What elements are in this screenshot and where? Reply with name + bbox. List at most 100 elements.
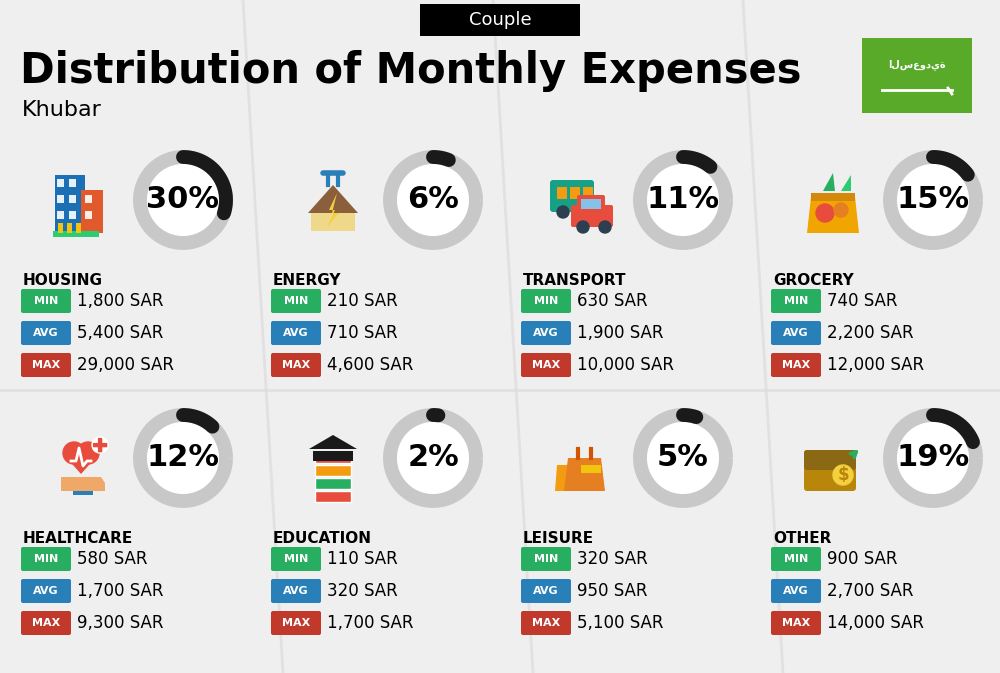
Text: 1,700 SAR: 1,700 SAR (327, 614, 414, 632)
Text: 950 SAR: 950 SAR (577, 582, 648, 600)
Text: MIN: MIN (34, 296, 58, 306)
Text: Couple: Couple (469, 11, 531, 29)
Text: MAX: MAX (532, 360, 560, 370)
FancyBboxPatch shape (771, 579, 821, 603)
Text: MAX: MAX (782, 360, 810, 370)
Text: OTHER: OTHER (773, 531, 831, 546)
Text: AVG: AVG (283, 586, 309, 596)
Text: 12%: 12% (146, 444, 220, 472)
FancyBboxPatch shape (58, 223, 63, 233)
Text: HEALTHCARE: HEALTHCARE (23, 531, 133, 546)
Text: MIN: MIN (34, 554, 58, 564)
FancyBboxPatch shape (771, 289, 821, 313)
FancyBboxPatch shape (85, 211, 92, 219)
FancyBboxPatch shape (771, 321, 821, 345)
Text: 110 SAR: 110 SAR (327, 550, 398, 568)
Text: 12,000 SAR: 12,000 SAR (827, 356, 924, 374)
FancyBboxPatch shape (521, 353, 571, 377)
FancyBboxPatch shape (804, 450, 856, 491)
Text: AVG: AVG (33, 328, 59, 338)
Circle shape (642, 159, 724, 241)
Text: AVG: AVG (533, 586, 559, 596)
FancyBboxPatch shape (55, 175, 85, 233)
Polygon shape (841, 175, 851, 191)
Text: 19%: 19% (896, 444, 970, 472)
Text: 30%: 30% (146, 186, 220, 215)
Text: EDUCATION: EDUCATION (273, 531, 372, 546)
Text: AVG: AVG (783, 328, 809, 338)
Text: MAX: MAX (32, 618, 60, 628)
Text: MIN: MIN (284, 296, 308, 306)
FancyBboxPatch shape (521, 321, 571, 345)
FancyBboxPatch shape (521, 579, 571, 603)
Text: 5,100 SAR: 5,100 SAR (577, 614, 664, 632)
FancyBboxPatch shape (570, 187, 580, 199)
Text: 4,600 SAR: 4,600 SAR (327, 356, 413, 374)
FancyBboxPatch shape (21, 321, 71, 345)
Polygon shape (823, 173, 835, 191)
Text: 1,700 SAR: 1,700 SAR (77, 582, 164, 600)
Circle shape (392, 159, 474, 241)
Text: 10,000 SAR: 10,000 SAR (577, 356, 674, 374)
Text: MIN: MIN (534, 296, 558, 306)
Text: 2%: 2% (407, 444, 459, 472)
Circle shape (142, 159, 224, 241)
FancyBboxPatch shape (76, 223, 81, 233)
Text: $: $ (837, 466, 849, 484)
FancyBboxPatch shape (57, 179, 64, 187)
FancyBboxPatch shape (57, 195, 64, 203)
Text: TRANSPORT: TRANSPORT (523, 273, 626, 288)
FancyBboxPatch shape (804, 450, 856, 470)
Text: LEISURE: LEISURE (523, 531, 594, 546)
Text: AVG: AVG (533, 328, 559, 338)
Text: 710 SAR: 710 SAR (327, 324, 398, 342)
Circle shape (77, 442, 99, 464)
FancyBboxPatch shape (271, 547, 321, 571)
Text: 6%: 6% (407, 186, 459, 215)
Text: 210 SAR: 210 SAR (327, 292, 398, 310)
FancyBboxPatch shape (771, 353, 821, 377)
Text: السعودية: السعودية (888, 60, 946, 71)
Text: 9,300 SAR: 9,300 SAR (77, 614, 164, 632)
Polygon shape (564, 458, 605, 491)
FancyBboxPatch shape (771, 547, 821, 571)
FancyBboxPatch shape (73, 483, 93, 495)
Text: AVG: AVG (283, 328, 309, 338)
FancyBboxPatch shape (521, 289, 571, 313)
FancyBboxPatch shape (771, 611, 821, 635)
FancyBboxPatch shape (581, 465, 601, 473)
FancyBboxPatch shape (21, 289, 71, 313)
Text: MAX: MAX (282, 618, 310, 628)
Text: MAX: MAX (32, 360, 60, 370)
FancyBboxPatch shape (583, 187, 593, 199)
Text: 740 SAR: 740 SAR (827, 292, 898, 310)
Text: GROCERY: GROCERY (773, 273, 854, 288)
Circle shape (557, 206, 569, 218)
FancyBboxPatch shape (271, 579, 321, 603)
Circle shape (599, 221, 611, 233)
Circle shape (816, 204, 834, 222)
FancyBboxPatch shape (577, 195, 605, 213)
FancyBboxPatch shape (53, 231, 99, 237)
FancyBboxPatch shape (581, 199, 601, 209)
Text: 580 SAR: 580 SAR (77, 550, 148, 568)
FancyBboxPatch shape (69, 211, 76, 219)
FancyBboxPatch shape (21, 579, 71, 603)
Text: Khubar: Khubar (22, 100, 102, 120)
Text: MIN: MIN (784, 296, 808, 306)
Polygon shape (555, 465, 578, 491)
FancyBboxPatch shape (21, 353, 71, 377)
Circle shape (92, 437, 108, 453)
FancyBboxPatch shape (313, 451, 353, 461)
Text: 2,200 SAR: 2,200 SAR (827, 324, 914, 342)
Text: MIN: MIN (284, 554, 308, 564)
FancyBboxPatch shape (521, 611, 571, 635)
Text: AVG: AVG (783, 586, 809, 596)
FancyBboxPatch shape (21, 547, 71, 571)
Text: Distribution of Monthly Expenses: Distribution of Monthly Expenses (20, 50, 802, 92)
Text: MIN: MIN (534, 554, 558, 564)
FancyBboxPatch shape (315, 478, 351, 489)
Polygon shape (309, 435, 357, 449)
Text: 320 SAR: 320 SAR (577, 550, 648, 568)
Text: MAX: MAX (282, 360, 310, 370)
